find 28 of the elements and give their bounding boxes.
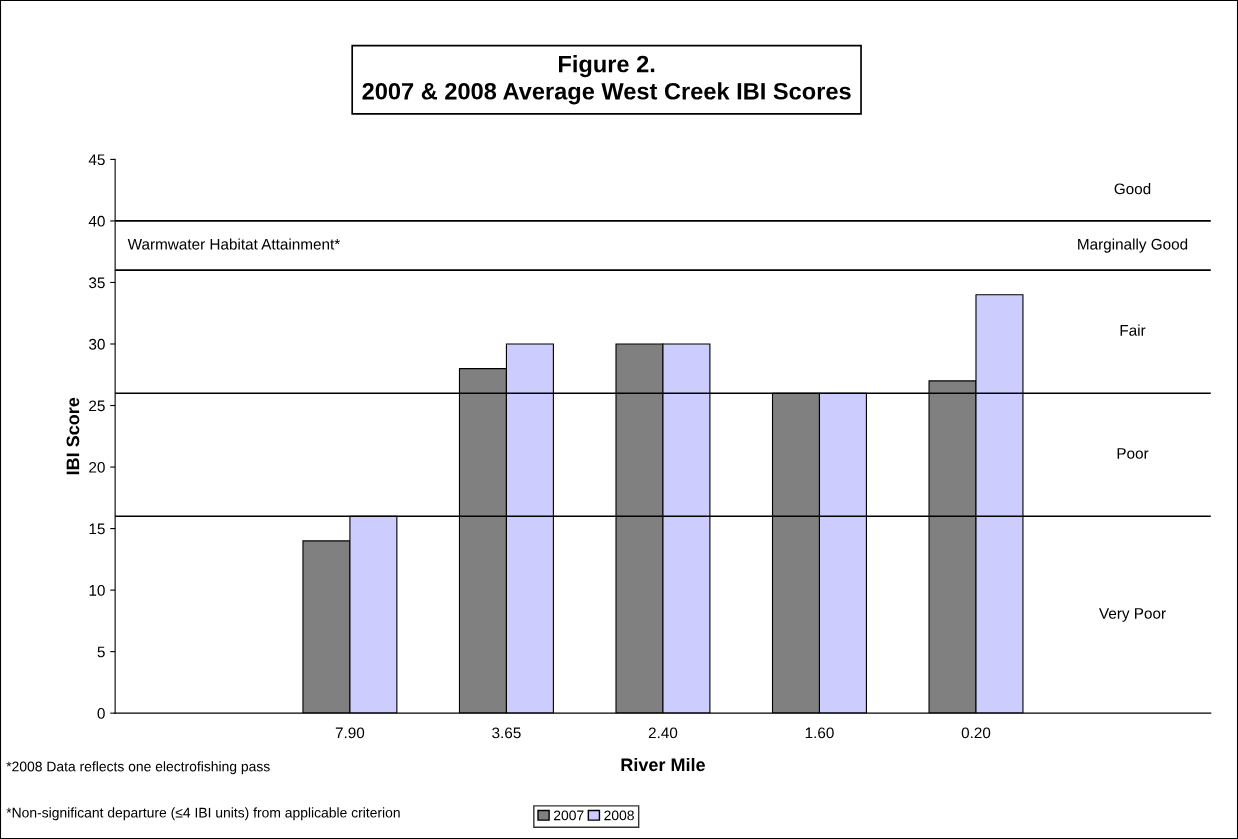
y-tick-label: 25 xyxy=(89,400,105,412)
y-tick-label: 0 xyxy=(97,708,105,719)
x-tick-label: 0.20 xyxy=(961,727,991,739)
annotation: Very Poor xyxy=(1099,608,1166,622)
annotation: Warmwater Habitat Attainment* xyxy=(127,238,340,250)
annotation: Fair xyxy=(1120,324,1146,336)
annotation: Poor xyxy=(1117,448,1149,459)
x-tick-label: 2.40 xyxy=(648,727,678,739)
y-tick-label: 10 xyxy=(89,584,105,596)
annotation: Marginally Good xyxy=(1078,238,1188,253)
legend-label: 2007 xyxy=(553,810,584,821)
y-tick-label: 20 xyxy=(89,461,105,473)
y-axis-title: IBI Score xyxy=(66,397,80,475)
y-tick-label: 45 xyxy=(88,154,105,166)
text: *Non-significant departure (≤4 IBI units) from applicable criterion xyxy=(6,807,400,821)
text: *2008 Data reflects one electrofishing pass xyxy=(6,761,270,775)
y-tick-label: 30 xyxy=(89,338,105,350)
y-tick-label: 5 xyxy=(97,646,105,658)
chart-title: Figure 2. 2007 & 2008 Average West Creek IBI Scores xyxy=(362,55,851,105)
y-tick-label: 35 xyxy=(89,277,105,289)
x-tick-label: 7.90 xyxy=(335,727,365,739)
y-tick-label: 15 xyxy=(89,523,105,535)
annotation: Good xyxy=(1114,183,1151,195)
legend-label: 2008 xyxy=(604,810,634,821)
x-tick-label: 3.65 xyxy=(492,727,521,739)
x-axis-title: River Mile xyxy=(621,757,705,772)
y-tick-label: 40 xyxy=(88,215,105,227)
x-tick-label: 1.60 xyxy=(805,727,834,739)
